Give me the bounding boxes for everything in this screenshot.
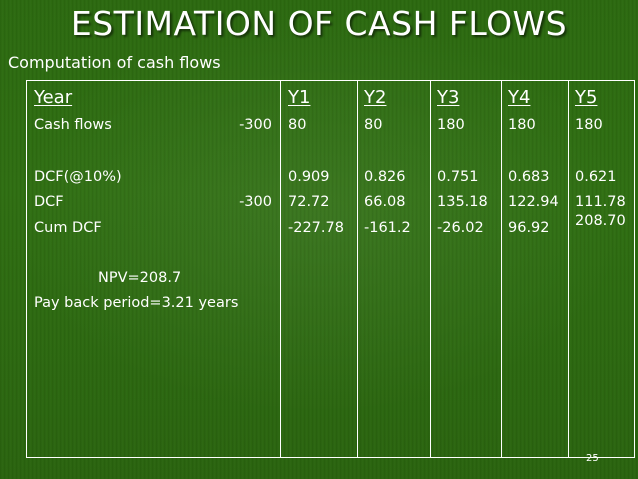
header-y5: Y5 [575, 87, 598, 108]
column-divider [280, 80, 281, 458]
label-dcf: DCF [34, 194, 64, 210]
label-cash-flows: Cash flows [34, 117, 112, 133]
header-year: Year [34, 87, 73, 108]
cum-dcf-y4: 96.92 [508, 220, 550, 236]
column-divider [501, 80, 502, 458]
discount-factor-y2: 0.826 [364, 169, 406, 185]
header-y2: Y2 [364, 87, 387, 108]
dcf-y2: 66.08 [364, 194, 406, 210]
cum-dcf-y2: -161.2 [364, 220, 411, 236]
dcf-y4: 122.94 [508, 194, 559, 210]
discount-factor-y3: 0.751 [437, 169, 479, 185]
dcf-year0: -300 [239, 194, 272, 210]
cash-flow-y4: 180 [508, 117, 536, 133]
cash-flow-year0: -300 [239, 117, 272, 133]
slide-subtitle: Computation of cash flows [8, 53, 221, 72]
page-number: 25 [586, 453, 599, 464]
column-divider [430, 80, 431, 458]
discount-factor-y5: 0.621 [575, 169, 617, 185]
cash-flow-table [26, 80, 635, 458]
dcf-y5: 111.78 [575, 194, 626, 210]
header-y3: Y3 [437, 87, 460, 108]
column-divider [357, 80, 358, 458]
cum-dcf-y1: -227.78 [288, 220, 344, 236]
column-divider [568, 80, 569, 458]
cash-flow-y1: 80 [288, 117, 307, 133]
cash-flow-y3: 180 [437, 117, 465, 133]
header-y1: Y1 [288, 87, 311, 108]
npv-result: NPV=208.7 [98, 270, 182, 286]
dcf-y1: 72.72 [288, 194, 330, 210]
header-y4: Y4 [508, 87, 531, 108]
label-dcf-rate: DCF(@10%) [34, 169, 122, 185]
discount-factor-y1: 0.909 [288, 169, 330, 185]
slide-title: ESTIMATION OF CASH FLOWS [70, 4, 568, 43]
cash-flow-y5: 180 [575, 117, 603, 133]
cash-flow-y2: 80 [364, 117, 383, 133]
cum-dcf-y3: -26.02 [437, 220, 484, 236]
cum-dcf-y5: 208.70 [575, 213, 626, 229]
payback-period: Pay back period=3.21 years [34, 295, 239, 311]
label-cum-dcf: Cum DCF [34, 220, 102, 236]
dcf-y3: 135.18 [437, 194, 488, 210]
discount-factor-y4: 0.683 [508, 169, 550, 185]
